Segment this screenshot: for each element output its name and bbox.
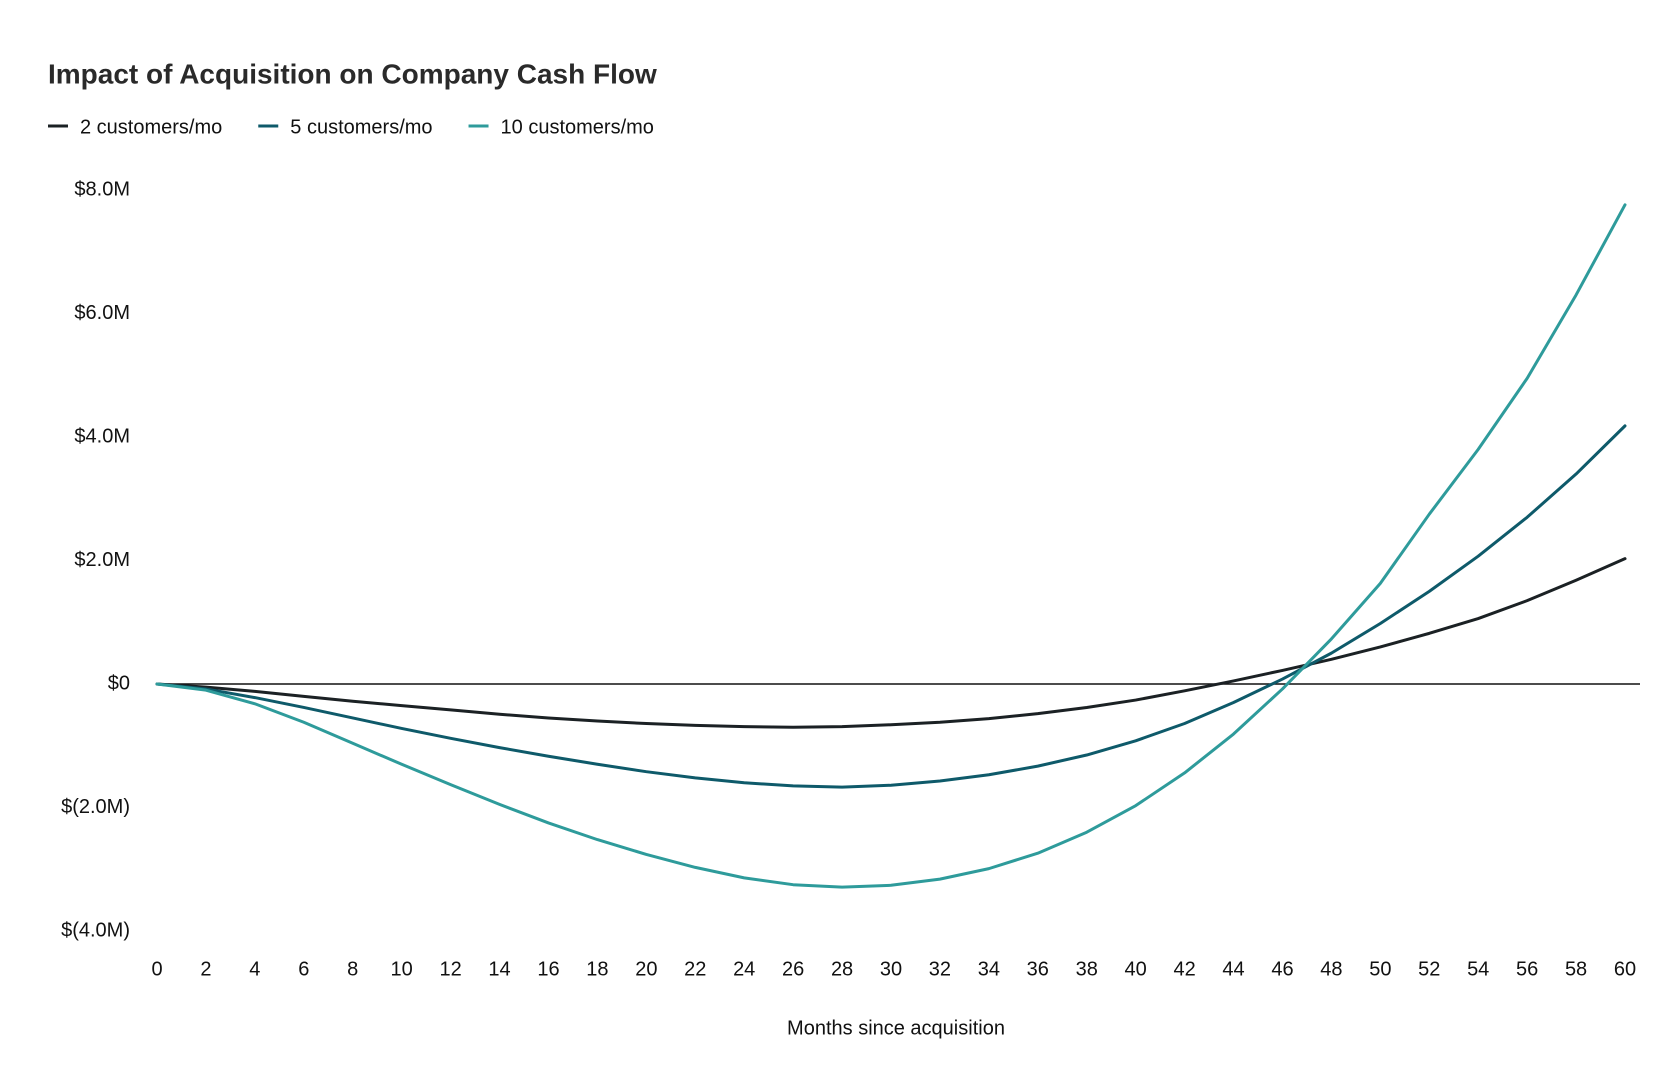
x-tick-label: 26 (782, 958, 804, 980)
series-line (155, 557, 1627, 729)
x-tick-label: 44 (1222, 958, 1244, 980)
x-tick-label: 2 (200, 958, 211, 980)
x-tick-label: 0 (151, 958, 162, 980)
y-tick-label: $8.0M (74, 178, 130, 200)
x-tick-label: 12 (439, 958, 461, 980)
x-tick-label: 30 (880, 958, 902, 980)
y-tick-label: $4.0M (74, 425, 130, 447)
y-tick-label: $6.0M (74, 302, 130, 324)
x-tick-label: 48 (1320, 958, 1342, 980)
x-tick-label: 14 (488, 958, 510, 980)
y-tick-label: $(2.0M) (61, 796, 130, 818)
y-tick-label: $(4.0M) (61, 919, 130, 941)
x-tick-label: 18 (586, 958, 608, 980)
x-tick-label: 36 (1027, 958, 1049, 980)
x-tick-label: 46 (1271, 958, 1293, 980)
x-tick-label: 24 (733, 958, 755, 980)
x-axis-title: Months since acquisition (787, 1017, 1005, 1039)
x-tick-label: 10 (391, 958, 413, 980)
x-tick-label: 56 (1516, 958, 1538, 980)
x-tick-label: 38 (1076, 958, 1098, 980)
series-line (155, 424, 1627, 789)
y-tick-label: $0 (108, 672, 130, 694)
x-tick-label: 28 (831, 958, 853, 980)
x-tick-label: 42 (1173, 958, 1195, 980)
x-tick-label: 34 (978, 958, 1000, 980)
x-tick-label: 40 (1125, 958, 1147, 980)
x-tick-label: 8 (347, 958, 358, 980)
legend-label: 5 customers/mo (290, 116, 432, 138)
x-tick-label: 54 (1467, 958, 1489, 980)
x-tick-label: 20 (635, 958, 657, 980)
x-tick-label: 6 (298, 958, 309, 980)
x-tick-label: 60 (1614, 958, 1636, 980)
legend-label: 10 customers/mo (501, 116, 654, 138)
x-tick-label: 58 (1565, 958, 1587, 980)
x-tick-label: 52 (1418, 958, 1440, 980)
x-tick-label: 16 (537, 958, 559, 980)
x-tick-label: 32 (929, 958, 951, 980)
x-tick-label: 4 (249, 958, 260, 980)
legend-label: 2 customers/mo (80, 116, 222, 138)
series-line (155, 203, 1627, 889)
y-tick-label: $2.0M (74, 549, 130, 571)
chart-title: Impact of Acquisition on Company Cash Fl… (48, 58, 657, 89)
x-tick-label: 22 (684, 958, 706, 980)
x-tick-label: 50 (1369, 958, 1391, 980)
